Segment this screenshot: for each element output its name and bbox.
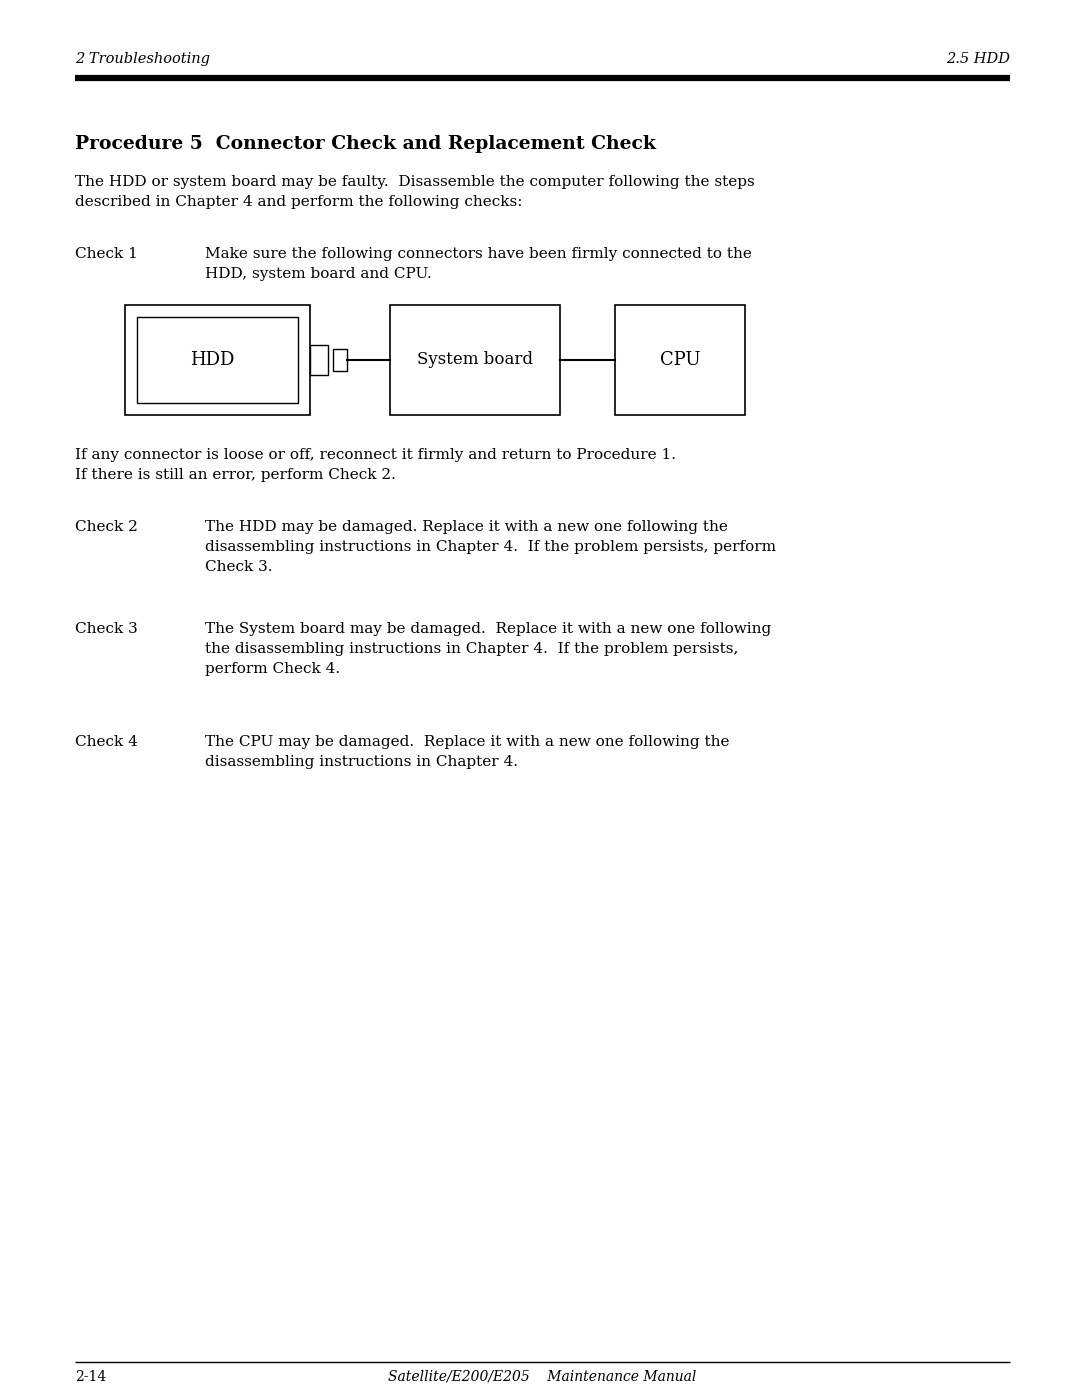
Text: Procedure 5  Connector Check and Replacement Check: Procedure 5 Connector Check and Replacem… bbox=[75, 136, 656, 154]
Bar bbox=[310, 345, 328, 374]
Bar bbox=[333, 349, 347, 372]
Text: Make sure the following connectors have been firmly connected to the: Make sure the following connectors have … bbox=[205, 247, 752, 261]
Text: described in Chapter 4 and perform the following checks:: described in Chapter 4 and perform the f… bbox=[75, 196, 523, 210]
Text: Check 2: Check 2 bbox=[75, 520, 138, 534]
Text: Check 4: Check 4 bbox=[75, 735, 138, 749]
Text: HDD: HDD bbox=[190, 351, 234, 369]
Text: 2.5 HDD: 2.5 HDD bbox=[946, 52, 1010, 66]
Text: Check 3.: Check 3. bbox=[205, 560, 272, 574]
Bar bbox=[125, 305, 310, 415]
Text: If any connector is loose or off, reconnect it firmly and return to Procedure 1.: If any connector is loose or off, reconn… bbox=[75, 448, 676, 462]
Text: System board: System board bbox=[417, 352, 534, 369]
Text: Satellite/E200/E205    Maintenance Manual: Satellite/E200/E205 Maintenance Manual bbox=[389, 1370, 697, 1384]
Text: disassembling instructions in Chapter 4.: disassembling instructions in Chapter 4. bbox=[205, 754, 518, 768]
Bar bbox=[137, 317, 298, 402]
Text: HDD, system board and CPU.: HDD, system board and CPU. bbox=[205, 267, 432, 281]
Bar bbox=[390, 305, 561, 415]
Text: 2 Troubleshooting: 2 Troubleshooting bbox=[75, 52, 210, 66]
Text: If there is still an error, perform Check 2.: If there is still an error, perform Chec… bbox=[75, 468, 396, 482]
Text: Check 3: Check 3 bbox=[75, 622, 138, 636]
Text: the disassembling instructions in Chapter 4.  If the problem persists,: the disassembling instructions in Chapte… bbox=[205, 643, 739, 657]
Text: disassembling instructions in Chapter 4.  If the problem persists, perform: disassembling instructions in Chapter 4.… bbox=[205, 541, 777, 555]
Text: perform Check 4.: perform Check 4. bbox=[205, 662, 340, 676]
Text: The System board may be damaged.  Replace it with a new one following: The System board may be damaged. Replace… bbox=[205, 622, 771, 636]
Text: CPU: CPU bbox=[660, 351, 700, 369]
Text: 2-14: 2-14 bbox=[75, 1370, 106, 1384]
Text: The HDD or system board may be faulty.  Disassemble the computer following the s: The HDD or system board may be faulty. D… bbox=[75, 175, 755, 189]
Bar bbox=[615, 305, 745, 415]
Text: The HDD may be damaged. Replace it with a new one following the: The HDD may be damaged. Replace it with … bbox=[205, 520, 728, 534]
Text: Check 1: Check 1 bbox=[75, 247, 138, 261]
Text: The CPU may be damaged.  Replace it with a new one following the: The CPU may be damaged. Replace it with … bbox=[205, 735, 729, 749]
